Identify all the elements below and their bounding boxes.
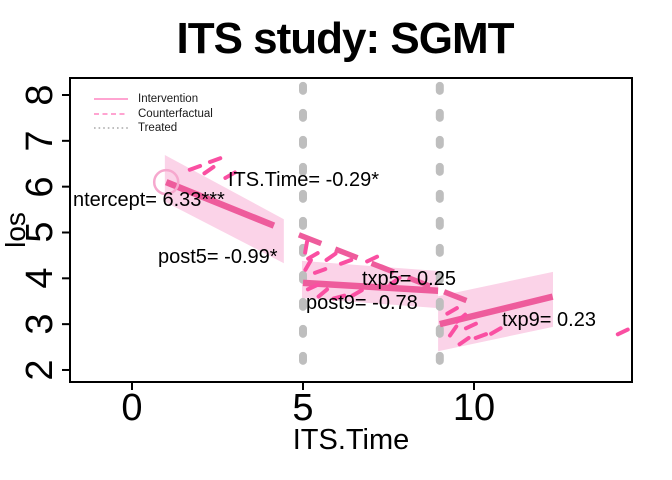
data-point-dash	[324, 251, 338, 262]
counterfactual-line	[297, 232, 472, 305]
y-tick-label: 5	[19, 221, 61, 244]
data-point-dash	[445, 306, 459, 316]
y-tick-label: 3	[19, 313, 61, 335]
legend-label: Counterfactual	[138, 107, 213, 120]
data-point-dash	[207, 156, 223, 164]
data-point-dash	[615, 327, 630, 337]
y-tick-label: 7	[19, 130, 61, 152]
data-point-dash	[312, 267, 328, 275]
intervention-line	[164, 179, 276, 229]
data-point-dash	[303, 239, 310, 255]
data-point-dash	[202, 165, 216, 176]
data-point-dash	[350, 288, 364, 298]
data-point-dash	[187, 163, 203, 172]
data-point-dash	[454, 312, 468, 324]
data-point-dash	[365, 254, 380, 264]
dashed-line-icon	[94, 112, 128, 115]
coefficient-annotation: post9= -0.78	[306, 292, 418, 314]
legend-label: Intervention	[138, 93, 199, 106]
legend-item-intervention: Intervention	[93, 92, 213, 107]
x-tick-label: 10	[452, 387, 496, 429]
data-point-dash	[388, 275, 402, 287]
ci-band	[164, 155, 284, 264]
coefficient-annotation: ITS.Time= -0.29*	[228, 169, 379, 191]
coefficient-annotation: txp9= 0.23	[502, 309, 596, 331]
coefficient-annotation: txp5= 0.25	[362, 268, 456, 290]
data-point-dash	[303, 258, 313, 272]
data-point-dash	[447, 324, 459, 338]
data-point-dash	[489, 326, 503, 336]
x-axis-label: ITS.Time	[292, 424, 410, 456]
data-point-dash	[473, 332, 489, 340]
legend: Intervention Counterfactual Treated	[93, 92, 213, 136]
data-point-dash	[457, 335, 471, 347]
intervention-line	[302, 279, 439, 294]
coefficient-annotation: ntercept= 6.33***	[73, 189, 225, 211]
coefficient-annotation: post5= -0.99*	[158, 246, 278, 268]
y-tick-label: 2	[19, 359, 61, 381]
data-point-dash	[338, 257, 354, 266]
x-tick-label: 5	[292, 387, 314, 429]
y-tick-label: 4	[19, 267, 61, 289]
data-point-dash	[331, 293, 347, 301]
plot-border	[69, 77, 633, 383]
data-point-dash	[223, 170, 237, 180]
legend-item-treated: Treated	[93, 121, 213, 136]
data-point-dash	[316, 287, 330, 299]
data-point-dash	[306, 251, 320, 261]
data-point-dash	[463, 321, 478, 331]
y-tick-label: 6	[19, 176, 61, 198]
x-tick-label: 0	[121, 387, 143, 429]
legend-label: Treated	[138, 122, 178, 135]
data-point-dash	[305, 282, 320, 292]
chart-title: ITS study: SGMT	[176, 14, 515, 63]
y-tick-label: 8	[19, 84, 61, 106]
start-circle	[152, 168, 180, 196]
legend-item-counterfactual: Counterfactual	[93, 107, 213, 122]
dotted-line-icon	[94, 127, 128, 130]
solid-line-icon	[94, 98, 128, 101]
